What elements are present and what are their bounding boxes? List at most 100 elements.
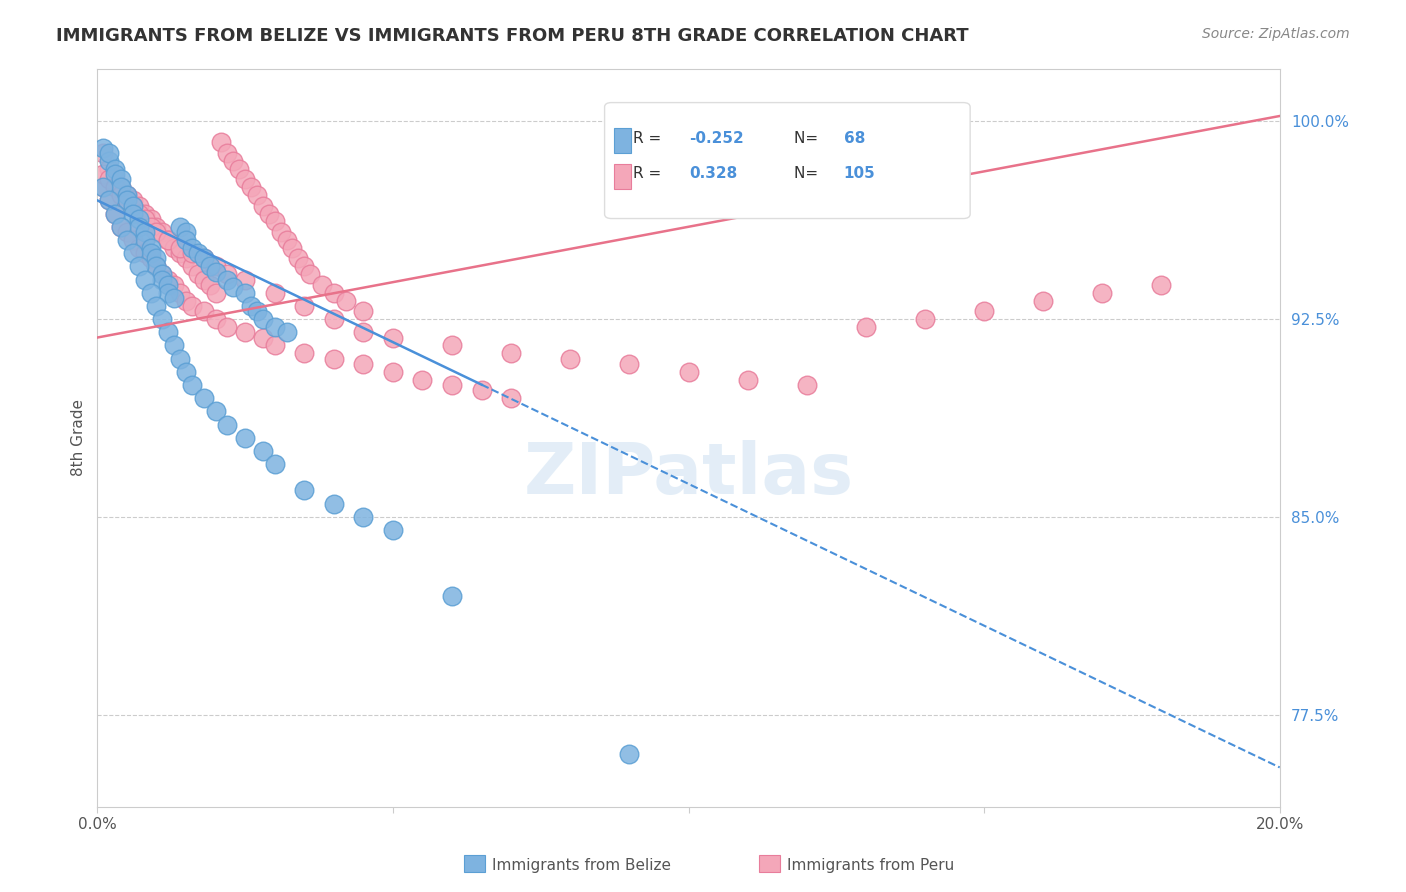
Point [381,330,404,344]
Point [128,219,150,234]
Point [150,312,173,326]
Point [157,285,180,300]
Point [139,219,162,234]
Point [352,304,374,318]
Point [110,188,132,202]
Point [796,378,818,392]
Point [157,277,180,292]
Point [233,431,256,445]
Point [115,225,138,239]
Point [381,365,404,379]
Text: 0.328: 0.328 [689,167,737,181]
Point [134,225,156,239]
Point [322,312,344,326]
Point [139,211,162,226]
Point [174,225,197,239]
Point [193,304,215,318]
Point [560,351,582,366]
Point [134,211,156,226]
Text: IMMIGRANTS FROM BELIZE VS IMMIGRANTS FROM PERU 8TH GRADE CORRELATION CHART: IMMIGRANTS FROM BELIZE VS IMMIGRANTS FRO… [56,27,969,45]
Point [134,272,156,286]
Point [471,384,494,398]
Point [121,233,143,247]
Point [737,373,759,387]
Point [263,285,285,300]
Point [121,194,143,208]
Point [501,391,523,405]
Point [211,136,233,150]
Point [150,267,173,281]
Point [169,285,191,300]
Point [292,299,315,313]
Text: R =: R = [633,167,671,181]
Y-axis label: 8th Grade: 8th Grade [72,400,86,476]
Point [193,272,215,286]
Point [198,260,221,274]
Point [128,206,150,220]
Point [115,188,138,202]
Point [104,172,127,186]
Point [352,357,374,371]
Point [441,338,464,352]
Point [252,330,274,344]
Point [163,291,186,305]
Point [121,199,143,213]
Point [233,272,256,286]
Point [91,180,114,194]
Point [150,267,173,281]
Point [115,233,138,247]
Point [204,260,226,274]
Point [145,252,167,266]
Point [233,172,256,186]
Point [187,267,209,281]
Point [352,509,374,524]
Point [181,246,204,260]
Point [263,338,285,352]
Point [150,272,173,286]
Point [381,523,404,537]
Point [246,304,269,318]
Point [252,444,274,458]
Point [163,277,186,292]
Point [139,252,162,266]
Point [128,211,150,226]
Point [110,180,132,194]
Point [98,172,121,186]
Text: Source: ZipAtlas.com: Source: ZipAtlas.com [1202,27,1350,41]
Point [217,267,239,281]
Point [619,357,641,371]
Point [441,589,464,603]
Point [619,747,641,762]
Point [411,373,433,387]
Point [204,264,226,278]
Point [281,241,304,255]
Point [115,194,138,208]
Point [322,497,344,511]
Point [1032,293,1054,308]
Point [222,153,245,168]
Point [352,325,374,339]
Point [198,277,221,292]
Point [257,206,280,220]
Point [204,285,226,300]
Point [98,161,121,176]
Point [104,206,127,220]
Point [181,241,204,255]
Point [914,312,936,326]
Point [222,280,245,294]
Point [204,404,226,418]
Point [217,417,239,432]
Point [263,320,285,334]
Point [263,214,285,228]
Point [174,293,197,308]
Point [174,252,197,266]
Point [139,241,162,255]
Point [139,285,162,300]
Point [193,391,215,405]
Point [145,260,167,274]
Point [145,225,167,239]
Point [104,161,127,176]
Point [276,325,298,339]
Point [181,378,204,392]
Point [110,219,132,234]
